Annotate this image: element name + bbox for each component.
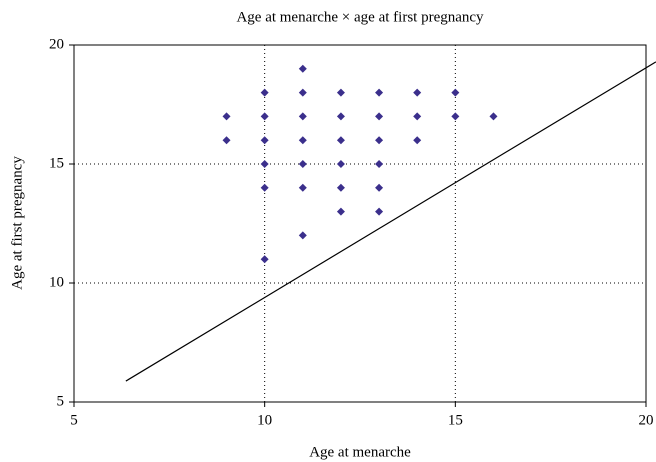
point [336, 88, 345, 97]
point [413, 136, 422, 145]
point [413, 112, 422, 121]
point [375, 160, 384, 168]
point [298, 160, 307, 168]
point [298, 64, 307, 73]
point [298, 231, 307, 240]
point [260, 183, 269, 192]
x-tick-label: 20 [639, 412, 654, 428]
point [375, 207, 384, 216]
point [260, 160, 269, 168]
point [336, 160, 345, 168]
point [489, 112, 498, 121]
point [298, 112, 307, 121]
y-tick-label: 10 [49, 274, 64, 290]
point [222, 136, 231, 145]
point [375, 136, 384, 145]
point [260, 136, 269, 145]
point [336, 183, 345, 192]
trend-line [125, 61, 656, 382]
y-tick-label: 20 [49, 36, 64, 52]
point [375, 112, 384, 121]
y-tick-label: 15 [49, 155, 64, 171]
point [336, 136, 345, 145]
point [336, 207, 345, 216]
y-axis-label: Age at first pregnancy [9, 156, 25, 290]
point [451, 88, 460, 97]
point [260, 255, 269, 264]
point [375, 88, 384, 97]
point [413, 88, 422, 97]
point [375, 183, 384, 192]
x-axis-label: Age at menarche [309, 444, 411, 460]
plot-frame [73, 44, 647, 403]
x-tick-label: 10 [257, 412, 272, 428]
point [298, 136, 307, 145]
point [260, 112, 269, 121]
point [298, 88, 307, 97]
x-tick-label: 5 [70, 412, 78, 428]
chart-title: Age at menarche × age at first pregnancy [236, 9, 484, 25]
point [336, 112, 345, 121]
point [222, 112, 231, 121]
x-tick-label: 15 [448, 412, 463, 428]
point [260, 88, 269, 97]
point [451, 112, 460, 121]
y-tick-label: 5 [57, 393, 65, 409]
point [298, 183, 307, 192]
